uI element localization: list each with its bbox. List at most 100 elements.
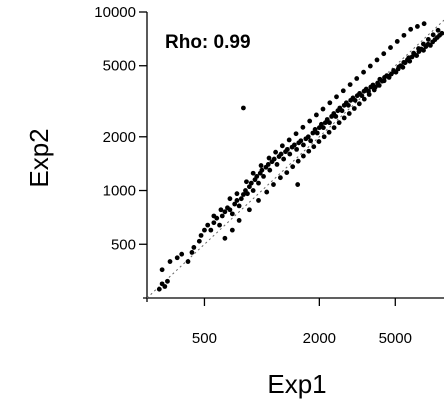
- data-point-12: [198, 233, 204, 238]
- data-point-114: [428, 42, 433, 48]
- data-point-59: [305, 134, 311, 140]
- data-point-23: [229, 211, 235, 217]
- data-point-157: [430, 32, 436, 38]
- data-point-146: [376, 83, 382, 88]
- data-point-190: [415, 24, 420, 29]
- data-point-6: [174, 255, 180, 261]
- data-point-50: [284, 146, 290, 152]
- data-point-10: [191, 245, 197, 250]
- x-tick-label-1: 2000: [303, 330, 336, 347]
- data-point-63: [314, 130, 320, 136]
- data-point-54: [294, 146, 299, 152]
- data-point-20: [222, 209, 228, 215]
- data-point-53: [291, 142, 297, 148]
- data-point-28: [241, 192, 246, 197]
- data-point-131: [300, 153, 306, 159]
- data-point-2: [162, 284, 168, 289]
- data-point-188: [401, 32, 407, 38]
- data-point-123: [246, 207, 252, 213]
- data-point-158: [435, 27, 441, 33]
- data-point-151: [401, 60, 407, 65]
- data-point-148: [386, 73, 392, 79]
- data-point-5: [167, 259, 173, 264]
- identity-reference-line: [146, 19, 444, 299]
- data-point-182: [361, 69, 366, 75]
- data-point-173: [300, 124, 306, 130]
- data-point-166: [250, 170, 256, 176]
- data-point-141: [351, 106, 357, 111]
- data-point-139: [341, 115, 347, 121]
- data-point-187: [394, 39, 400, 44]
- data-point-137: [331, 125, 337, 131]
- data-point-30: [245, 191, 250, 197]
- data-point-38: [259, 167, 265, 173]
- data-point-161: [211, 213, 217, 219]
- data-point-61: [310, 130, 316, 136]
- data-point-127: [277, 175, 283, 181]
- data-point-15: [208, 227, 214, 233]
- data-point-133: [311, 144, 317, 150]
- data-point-13: [202, 227, 207, 233]
- data-point-169: [273, 149, 279, 155]
- data-point-130: [295, 158, 301, 164]
- data-point-69: [327, 120, 332, 126]
- data-point-27: [238, 196, 244, 202]
- y-tick-label-2: 2000: [103, 129, 136, 146]
- data-point-177: [327, 100, 333, 106]
- data-point-3: [165, 278, 170, 284]
- y-axis: 500 1000 2000 5000 10000: [94, 4, 147, 253]
- data-point-33: [250, 188, 256, 193]
- data-point-136: [326, 129, 332, 135]
- data-point-156: [425, 37, 431, 42]
- data-point-129: [290, 164, 296, 170]
- data-point-170: [279, 143, 285, 149]
- data-point-66: [320, 125, 326, 131]
- data-point-124: [256, 198, 261, 203]
- data-point-138: [336, 120, 342, 126]
- data-point-164: [234, 191, 240, 197]
- data-point-122: [236, 218, 242, 223]
- data-point-26: [236, 203, 242, 209]
- rho-annotation: Rho: 0.99: [165, 32, 251, 53]
- data-point-135: [321, 134, 327, 140]
- y-tick-label-3: 5000: [103, 58, 136, 75]
- data-point-167: [258, 163, 264, 168]
- data-point-145: [371, 87, 377, 93]
- data-point-178: [334, 94, 339, 100]
- data-point-7: [179, 251, 185, 257]
- data-point-22: [227, 207, 233, 213]
- data-point-102: [400, 64, 406, 70]
- data-point-25: [234, 198, 240, 203]
- data-point-185: [381, 51, 387, 57]
- data-point-35: [254, 173, 260, 179]
- data-point-31: [246, 184, 252, 190]
- data-point-111: [421, 47, 426, 53]
- data-point-4: [159, 267, 165, 273]
- data-point-147: [381, 78, 387, 84]
- data-point-84: [359, 93, 365, 99]
- data-point-142: [356, 101, 362, 107]
- data-point-60: [308, 138, 314, 144]
- data-point-48: [281, 156, 287, 162]
- data-point-175: [313, 112, 319, 118]
- data-point-176: [320, 106, 326, 112]
- data-point-8: [185, 259, 191, 264]
- data-point-128: [284, 170, 290, 176]
- data-point-39: [261, 173, 266, 179]
- data-point-155: [421, 41, 426, 47]
- data-point-168: [266, 155, 272, 161]
- x-axis-title: Exp1: [267, 369, 326, 399]
- data-point-179: [340, 88, 346, 94]
- points-layer: [156, 21, 444, 292]
- data-point-126: [271, 182, 276, 187]
- data-point-180: [347, 82, 353, 88]
- data-point-75: [339, 108, 345, 114]
- data-point-171: [286, 137, 292, 143]
- reference-line-layer: [146, 19, 444, 299]
- data-point-57: [300, 142, 306, 148]
- data-point-44: [271, 156, 277, 162]
- data-point-153: [411, 50, 417, 56]
- data-point-81: [352, 97, 358, 103]
- data-point-32: [248, 180, 254, 186]
- x-tick-label-0: 500: [192, 330, 217, 347]
